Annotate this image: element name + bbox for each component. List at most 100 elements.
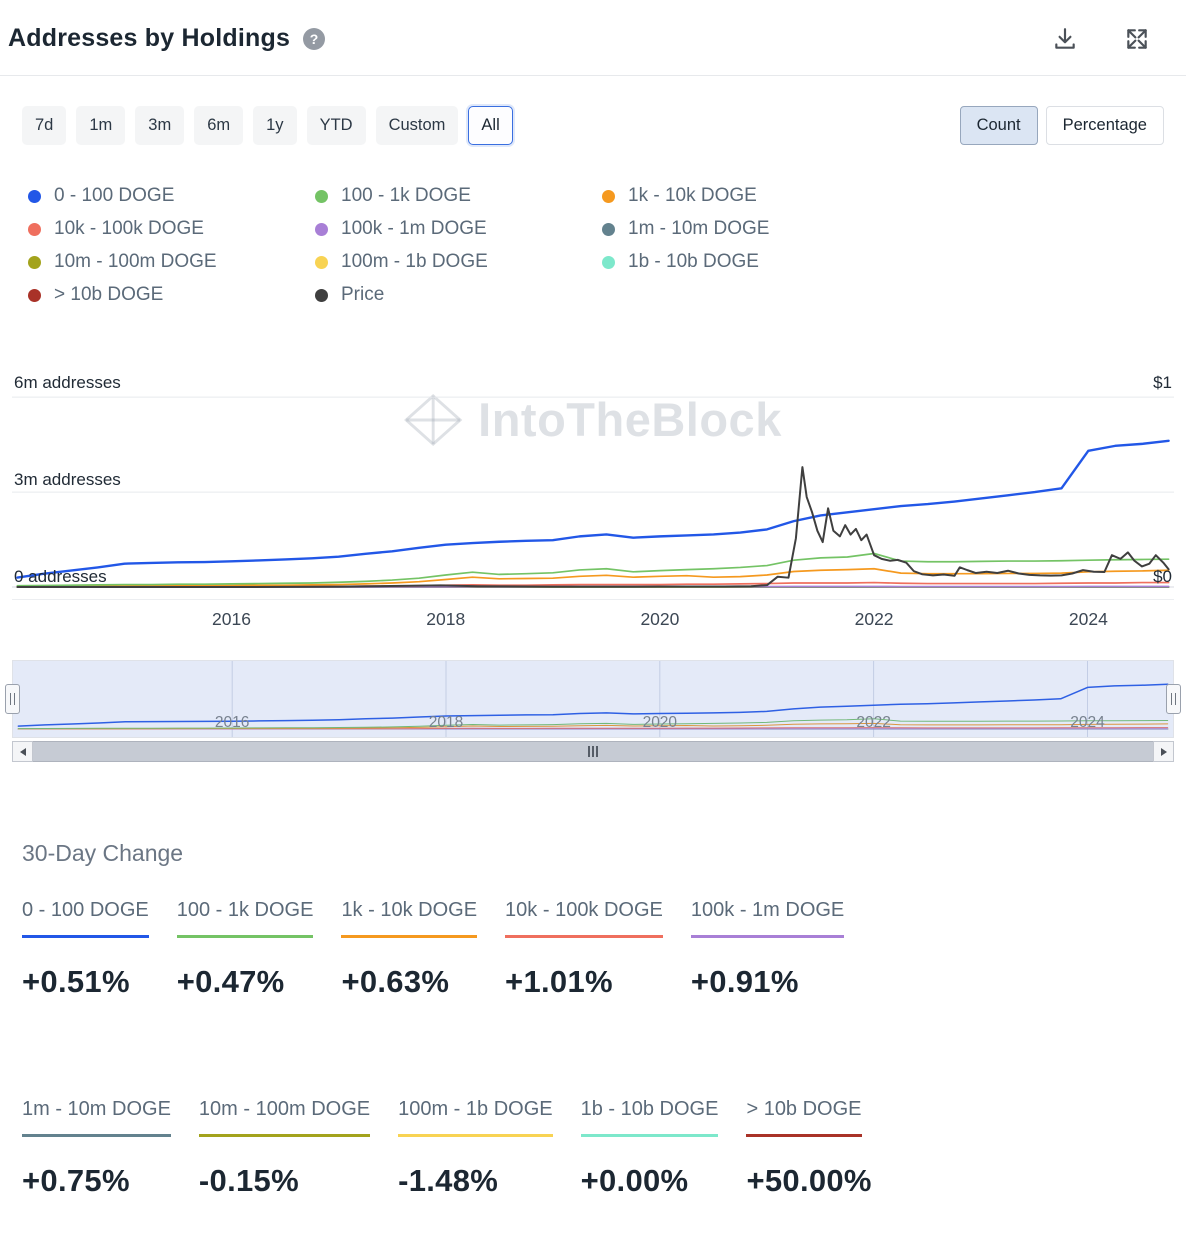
change-row-2: 1m - 10m DOGE +0.75% 10m - 100m DOGE -0.… (22, 1098, 1164, 1199)
change-card-value: +0.75% (22, 1163, 130, 1198)
chart-header: Addresses by Holdings ? (0, 0, 1186, 75)
legend-dot-icon (602, 255, 615, 269)
header-title-group: Addresses by Holdings ? (8, 24, 326, 53)
legend-dot-icon (315, 288, 328, 302)
chart-controls: 7d 1m 3m 6m 1y YTD Custom All Count Perc… (22, 106, 1164, 145)
range-navigator[interactable]: 2016 2018 2020 2022 2024 (5, 660, 1181, 738)
right-triangle-icon (1160, 747, 1167, 756)
percentage-toggle-button[interactable]: Percentage (1045, 106, 1164, 145)
change-card-value: -0.15% (198, 1163, 299, 1198)
main-chart-area[interactable]: IntoTheBlock 6m addresses 3m addresses 0… (12, 370, 1174, 600)
scrollbar-left-arrow[interactable] (12, 741, 33, 762)
change-card-100-1k-doge: 100 - 1k DOGE +0.47% (176, 899, 314, 1000)
time-range-group: 7d 1m 3m 6m 1y YTD Custom All (22, 106, 513, 145)
download-button[interactable] (1052, 26, 1078, 52)
legend-dot-icon (28, 222, 41, 236)
change-card-label: 10k - 100k DOGE (505, 899, 663, 938)
navigator-selected-range[interactable] (13, 661, 1173, 737)
expand-icon (1127, 28, 1147, 49)
legend-item-gt-10b-doge[interactable]: > 10b DOGE (28, 284, 315, 306)
legend-dot-icon (602, 222, 615, 236)
left-triangle-icon (19, 747, 26, 756)
series-line-0-100-doge (16, 439, 1170, 579)
range-button-all[interactable]: All (468, 106, 513, 145)
expand-button[interactable] (1124, 26, 1150, 52)
legend-item-price[interactable]: Price (315, 284, 602, 306)
series-line-0-100-doge (17, 683, 1169, 727)
chart-legend: 0 - 100 DOGE 100 - 1k DOGE 1k - 10k DOGE… (28, 185, 1186, 306)
legend-item-1k-10k-doge[interactable]: 1k - 10k DOGE (602, 185, 1186, 207)
change-card-value: +0.91% (690, 964, 799, 999)
change-card-100m-1b-doge: 100m - 1b DOGE -1.48% (398, 1098, 553, 1199)
series-line-100-1k-doge (17, 718, 1169, 730)
legend-dot-icon (315, 255, 328, 269)
scrollbar-thumb[interactable] (33, 741, 1153, 762)
change-card-1k-10k-doge: 1k - 10k DOGE +0.63% (341, 899, 478, 1000)
x-axis-tick: 2018 (426, 609, 466, 629)
legend-item-100-1k-doge[interactable]: 100 - 1k DOGE (315, 185, 602, 207)
legend-label: 100k - 1m DOGE (341, 218, 487, 239)
change-card-value: +0.51% (22, 964, 130, 999)
change-card-value: +0.47% (176, 964, 285, 999)
navigator-mini-chart (17, 661, 1169, 737)
legend-label: > 10b DOGE (54, 284, 164, 305)
scrollbar-right-arrow[interactable] (1153, 741, 1174, 762)
range-button-7d[interactable]: 7d (22, 106, 67, 145)
legend-label: 100m - 1b DOGE (341, 251, 488, 272)
change-row-1: 0 - 100 DOGE +0.51% 100 - 1k DOGE +0.47%… (22, 899, 1164, 1000)
legend-item-100k-1m-doge[interactable]: 100k - 1m DOGE (315, 218, 602, 240)
change-card-value: +0.63% (341, 964, 450, 999)
legend-item-1m-10m-doge[interactable]: 1m - 10m DOGE (602, 218, 1186, 240)
change-card-label: 1k - 10k DOGE (341, 899, 478, 938)
x-axis-tick: 2020 (640, 609, 680, 629)
change-card-1m-10m-doge: 1m - 10m DOGE +0.75% (22, 1098, 171, 1199)
change-card-label: 100 - 1k DOGE (176, 899, 314, 938)
range-button-custom[interactable]: Custom (375, 106, 459, 145)
legend-dot-icon (315, 222, 328, 236)
range-button-6m[interactable]: 6m (194, 106, 244, 145)
change-card-value: +0.00% (580, 1163, 689, 1198)
legend-label: 1b - 10b DOGE (628, 251, 759, 272)
legend-label: 100 - 1k DOGE (341, 185, 471, 206)
legend-label: 1k - 10k DOGE (628, 185, 757, 206)
legend-label: 1m - 10m DOGE (628, 218, 770, 239)
addresses-by-holdings-chart[interactable] (12, 370, 1174, 599)
price-axis-label-0: $0 (1153, 567, 1172, 586)
change-card-label: 1b - 10b DOGE (580, 1098, 719, 1137)
range-button-3m[interactable]: 3m (135, 106, 185, 145)
legend-dot-icon (28, 189, 41, 203)
change-card-10m-100m-doge: 10m - 100m DOGE -0.15% (198, 1098, 371, 1199)
navigator-right-handle[interactable] (1166, 684, 1181, 714)
price-axis-label-1: $1 (1153, 373, 1172, 392)
navigator-left-handle[interactable] (5, 684, 20, 714)
legend-dot-icon (602, 189, 615, 203)
legend-item-100m-1b-doge[interactable]: 100m - 1b DOGE (315, 251, 602, 273)
x-axis-tick: 2024 (1068, 609, 1108, 629)
y-axis-label-0: 0 addresses (14, 567, 107, 586)
change-card-0-100-doge: 0 - 100 DOGE +0.51% (22, 899, 149, 1000)
thirty-day-change-section: 30-Day Change 0 - 100 DOGE +0.51% 100 - … (22, 840, 1164, 1219)
change-card-label: 0 - 100 DOGE (22, 899, 149, 938)
change-card-label: 1m - 10m DOGE (22, 1098, 171, 1137)
legend-label: 10k - 100k DOGE (54, 218, 204, 239)
series-line-100-1k-doge (16, 552, 1170, 587)
range-button-1y[interactable]: 1y (253, 106, 297, 145)
legend-item-10m-100m-doge[interactable]: 10m - 100m DOGE (28, 251, 315, 273)
help-icon[interactable]: ? (303, 27, 326, 50)
range-button-ytd[interactable]: YTD (306, 106, 366, 145)
handle-grip-icon (1171, 693, 1176, 705)
legend-item-1b-10b-doge[interactable]: 1b - 10b DOGE (602, 251, 1186, 273)
range-button-1m[interactable]: 1m (76, 106, 126, 145)
legend-item-10k-100k-doge[interactable]: 10k - 100k DOGE (28, 218, 315, 240)
thirty-day-change-title: 30-Day Change (22, 840, 184, 866)
change-card-value: +1.01% (505, 964, 613, 999)
header-actions (1052, 26, 1150, 52)
change-card-label: 10m - 100m DOGE (198, 1098, 371, 1137)
count-toggle-button[interactable]: Count (959, 106, 1038, 145)
y-axis-label-6m: 6m addresses (14, 373, 121, 392)
legend-item-0-100-doge[interactable]: 0 - 100 DOGE (28, 185, 315, 207)
x-axis: 2016 2018 2020 2022 2024 (12, 600, 1174, 634)
change-card-gt-10b-doge: > 10b DOGE +50.00% (746, 1098, 871, 1199)
legend-dot-icon (315, 189, 328, 203)
price-line (16, 466, 1170, 589)
